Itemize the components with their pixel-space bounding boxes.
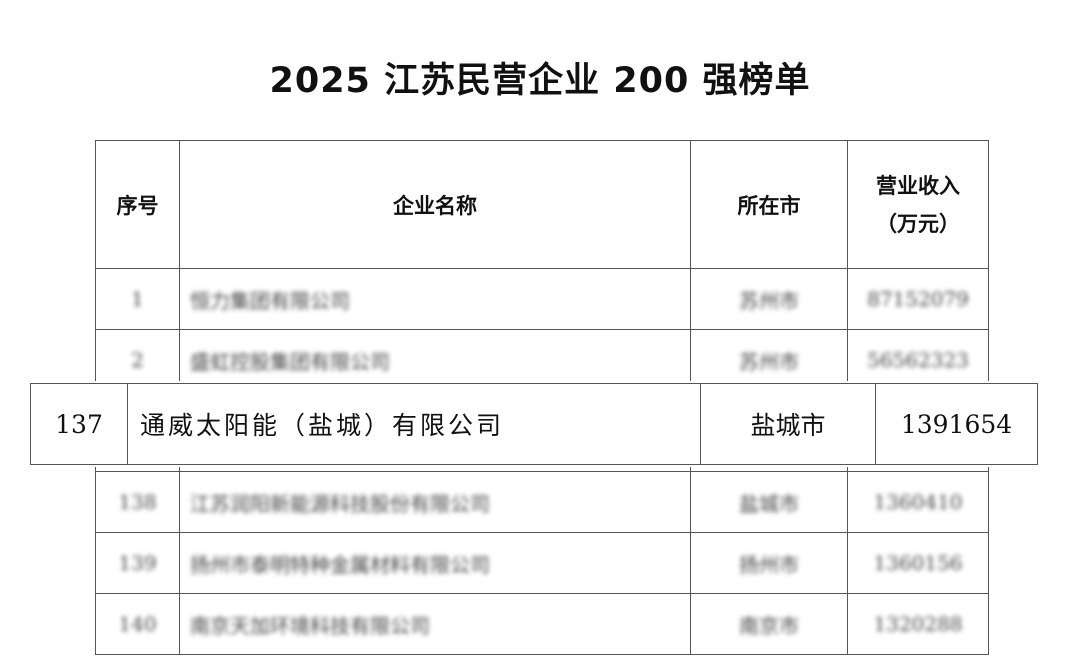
header-name: 企业名称 (179, 140, 691, 269)
name-cell: 江苏润阳新能源科技股份有限公司 (179, 471, 691, 533)
revenue-cell: 1320288 (847, 593, 989, 655)
table-row: 139 扬州市泰明特种金属材料有限公司 扬州市 1360156 (95, 532, 989, 594)
name-cell: 恒力集团有限公司 (179, 268, 691, 330)
name-cell: 盛虹控股集团有限公司 (179, 329, 691, 391)
highlight-city: 盐城市 (700, 383, 876, 465)
table-row: 1 恒力集团有限公司 苏州市 87152079 (95, 268, 989, 330)
city-cell: 苏州市 (690, 268, 848, 330)
name-cell: 南京天加环境科技有限公司 (179, 593, 691, 655)
revenue-cell: 1360410 (847, 471, 989, 533)
city-cell: 南京市 (690, 593, 848, 655)
table-row: 138 江苏润阳新能源科技股份有限公司 盐城市 1360410 (95, 471, 989, 533)
header-city: 所在市 (690, 140, 848, 269)
table-header-row: 序号 企业名称 所在市 营业收入 （万元） (95, 140, 989, 269)
highlight-name: 通威太阳能（盐城）有限公司 (127, 383, 701, 465)
rank-cell: 1 (95, 268, 180, 330)
revenue-cell: 1360156 (847, 532, 989, 594)
rank-cell: 139 (95, 532, 180, 594)
highlight-rank: 137 (30, 383, 128, 465)
city-cell: 扬州市 (690, 532, 848, 594)
highlighted-row: 137 通威太阳能（盐城）有限公司 盐城市 1391654 (30, 383, 1038, 465)
page-title: 2025 江苏民营企业 200 强榜单 (269, 61, 811, 101)
revenue-cell: 87152079 (847, 268, 989, 330)
header-revenue-label: 营业收入 (876, 173, 960, 198)
rank-cell: 138 (95, 471, 180, 533)
city-cell: 苏州市 (690, 329, 848, 391)
highlight-revenue: 1391654 (875, 383, 1038, 465)
rank-cell: 2 (95, 329, 180, 391)
header-revenue: 营业收入 （万元） (847, 140, 989, 269)
table-row: 2 盛虹控股集团有限公司 苏州市 56562323 (95, 329, 989, 391)
city-cell: 盐城市 (690, 471, 848, 533)
header-rank: 序号 (95, 140, 180, 269)
table-row: 140 南京天加环境科技有限公司 南京市 1320288 (95, 593, 989, 655)
rank-cell: 140 (95, 593, 180, 655)
name-cell: 扬州市泰明特种金属材料有限公司 (179, 532, 691, 594)
header-revenue-unit: （万元） (876, 211, 960, 236)
revenue-cell: 56562323 (847, 329, 989, 391)
